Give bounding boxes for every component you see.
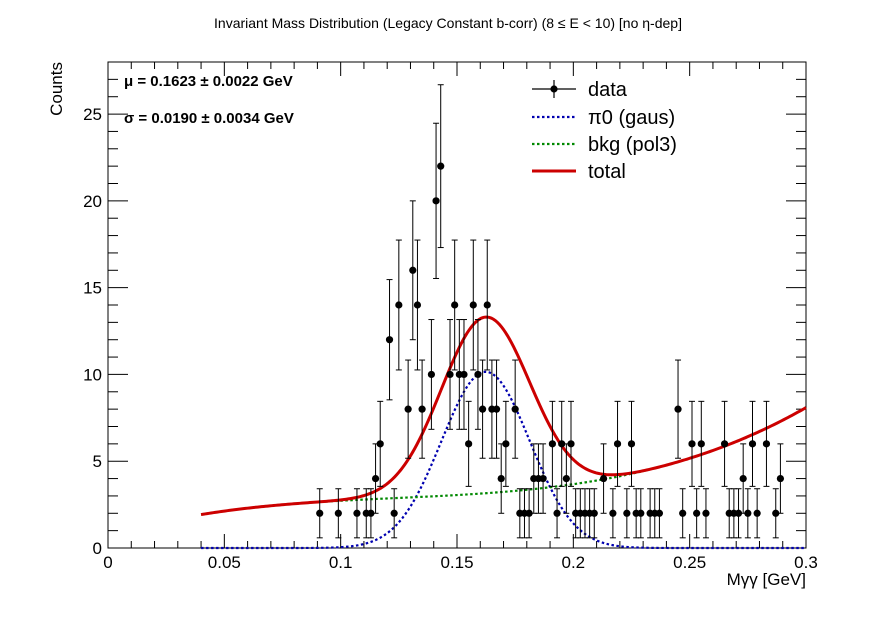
data-point — [772, 509, 780, 517]
data-point — [451, 301, 459, 309]
data-point — [418, 405, 426, 413]
data-point — [483, 301, 491, 309]
y-tick-label: 5 — [93, 452, 102, 471]
data-point — [465, 440, 473, 448]
x-tick-label: 0.15 — [440, 553, 473, 572]
legend-label-data: data — [588, 79, 628, 101]
x-axis-label: Mγγ [GeV] — [727, 570, 806, 589]
data-point — [539, 474, 547, 483]
y-tick-label: 0 — [93, 539, 102, 558]
data-point — [427, 370, 436, 379]
data-point — [720, 440, 729, 448]
data-point — [599, 474, 608, 483]
y-tick-label: 20 — [83, 192, 102, 211]
data-point — [353, 509, 361, 517]
data-point — [734, 509, 743, 517]
data-point — [776, 474, 785, 483]
data-point — [437, 162, 445, 170]
gaus-curve — [201, 370, 806, 550]
legend-label-total: total — [588, 161, 626, 183]
data-point — [460, 370, 468, 379]
legend-label-gaus: π0 (gaus) — [588, 107, 675, 129]
legend-entry-gaus: π0 (gaus) — [532, 107, 675, 129]
data-point — [739, 474, 747, 483]
data-point — [553, 509, 561, 517]
data-point — [679, 509, 687, 517]
data-point — [404, 405, 412, 413]
data-point — [753, 509, 761, 517]
data-point — [316, 509, 324, 517]
data-point — [762, 440, 771, 448]
mean-stat: μ = 0.1623 ± 0.0022 GeV — [124, 73, 293, 90]
data-point — [627, 440, 636, 448]
x-tick-label: 0.3 — [794, 553, 818, 572]
x-tick-label: 0.2 — [562, 553, 586, 572]
data-point — [385, 336, 394, 344]
data-point — [334, 509, 342, 517]
data-point — [376, 440, 384, 448]
data-point — [562, 474, 570, 483]
y-tick-labels: 0 5 10 15 20 25 — [83, 105, 102, 558]
legend-data-marker — [550, 85, 558, 93]
data-point — [744, 509, 752, 517]
data-point — [609, 509, 617, 517]
legend-entry-data: data — [532, 79, 628, 101]
chart-title: Invariant Mass Distribution (Legacy Cons… — [214, 15, 682, 31]
data-point — [409, 266, 417, 274]
data-point — [674, 405, 682, 413]
data-point — [623, 509, 631, 517]
legend-label-bkg: bkg (pol3) — [588, 134, 677, 156]
data-point — [748, 440, 757, 448]
legend-entry-bkg: bkg (pol3) — [532, 134, 677, 156]
data-point — [492, 405, 501, 413]
data-point — [637, 509, 645, 517]
data-point — [558, 440, 566, 448]
total-curve — [200, 315, 807, 517]
data-point — [446, 370, 454, 379]
y-tick-label: 10 — [83, 365, 102, 384]
fit-curves — [200, 315, 807, 550]
x-tick-label: 0.25 — [673, 553, 706, 572]
x-tick-label: 0.1 — [329, 553, 353, 572]
data-point — [525, 509, 533, 517]
data-point — [702, 509, 710, 517]
sigma-stat: σ = 0.0190 ± 0.0034 GeV — [124, 110, 294, 127]
x-tick-label: 0.05 — [208, 553, 241, 572]
y-tick-label: 25 — [83, 105, 102, 124]
data-point — [697, 440, 705, 448]
data-point — [567, 440, 575, 448]
y-tick-label: 15 — [83, 279, 102, 298]
legend: data π0 (gaus) bkg (pol3) total — [532, 79, 677, 183]
data-point — [548, 440, 556, 448]
data-point — [367, 509, 375, 517]
data-point — [655, 509, 664, 517]
data-point — [413, 301, 422, 309]
legend-entry-total: total — [532, 161, 626, 183]
data-point — [590, 509, 598, 517]
data-point — [613, 440, 622, 448]
data-point — [474, 370, 482, 379]
data-point — [390, 509, 398, 517]
data-point — [371, 474, 380, 483]
y-axis-label: Counts — [47, 62, 66, 116]
data-point — [497, 474, 505, 483]
data-point — [511, 405, 519, 413]
data-point — [395, 301, 403, 309]
data-point — [469, 301, 477, 309]
x-tick-labels: 0 0.05 0.1 0.15 0.2 0.25 0.3 — [103, 553, 818, 572]
data-point — [693, 509, 701, 517]
x-tick-label: 0 — [103, 553, 112, 572]
data-points — [316, 84, 785, 539]
axis-ticks — [107, 61, 807, 549]
data-point — [688, 440, 696, 448]
data-point — [432, 197, 440, 205]
data-point — [502, 440, 510, 448]
data-point — [478, 405, 487, 413]
